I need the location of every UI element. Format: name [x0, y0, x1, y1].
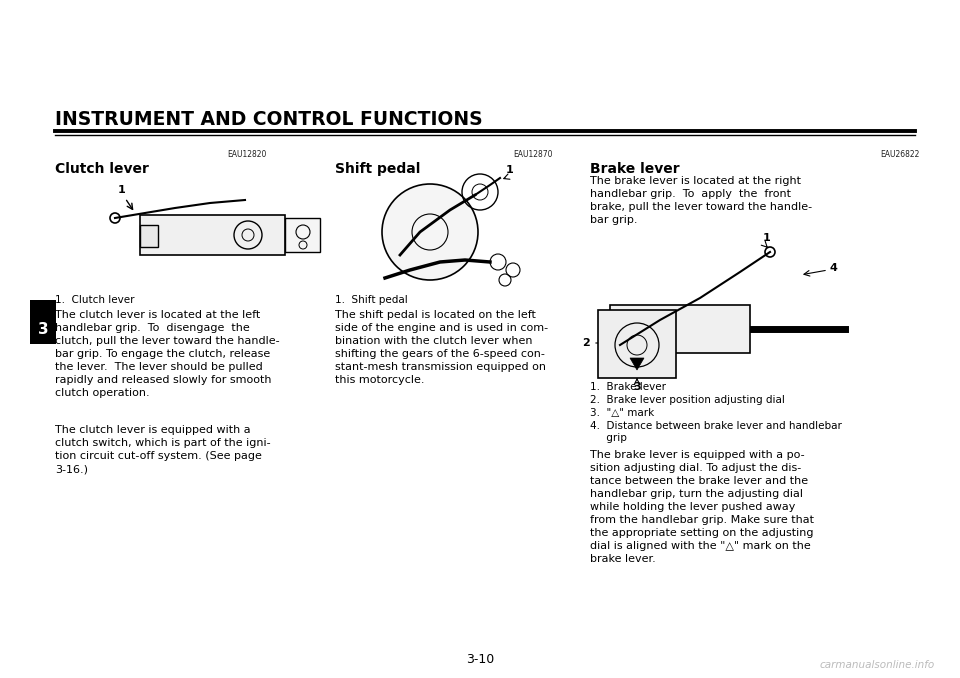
Text: The clutch lever is located at the left
handlebar grip.  To  disengage  the
clut: The clutch lever is located at the left … [55, 310, 279, 398]
Text: Brake lever: Brake lever [590, 162, 680, 176]
Text: 4.  Distance between brake lever and handlebar: 4. Distance between brake lever and hand… [590, 421, 842, 431]
Text: Clutch lever: Clutch lever [55, 162, 149, 176]
Text: EAU26822: EAU26822 [880, 150, 920, 159]
Text: 1.  Clutch lever: 1. Clutch lever [55, 295, 134, 305]
Text: EAU12820: EAU12820 [228, 150, 267, 159]
Text: 3: 3 [37, 322, 48, 337]
Text: 1.  Shift pedal: 1. Shift pedal [335, 295, 408, 305]
Text: Shift pedal: Shift pedal [335, 162, 420, 176]
Text: The clutch lever is equipped with a
clutch switch, which is part of the igni-
ti: The clutch lever is equipped with a clut… [55, 425, 271, 474]
Text: The shift pedal is located on the left
side of the engine and is used in com-
bi: The shift pedal is located on the left s… [335, 310, 548, 385]
Text: 2.  Brake lever position adjusting dial: 2. Brake lever position adjusting dial [590, 395, 785, 405]
Text: 3-10: 3-10 [466, 653, 494, 666]
Text: 1: 1 [506, 165, 514, 175]
Text: INSTRUMENT AND CONTROL FUNCTIONS: INSTRUMENT AND CONTROL FUNCTIONS [55, 110, 483, 129]
Text: grip: grip [590, 433, 627, 443]
Text: 1.  Brake lever: 1. Brake lever [590, 382, 666, 392]
Text: 3: 3 [634, 382, 641, 392]
Text: The brake lever is equipped with a po-
sition adjusting dial. To adjust the dis-: The brake lever is equipped with a po- s… [590, 450, 814, 564]
Text: The brake lever is located at the right
handlebar grip.  To  apply  the  front
b: The brake lever is located at the right … [590, 176, 812, 225]
Text: EAU12870: EAU12870 [514, 150, 553, 159]
Text: 1: 1 [118, 185, 126, 195]
Text: 3.  "△" mark: 3. "△" mark [590, 408, 655, 418]
Text: 4: 4 [830, 263, 838, 273]
Text: 2: 2 [583, 338, 590, 348]
Text: carmanualsonline.info: carmanualsonline.info [820, 660, 935, 670]
Text: 1: 1 [763, 233, 771, 243]
